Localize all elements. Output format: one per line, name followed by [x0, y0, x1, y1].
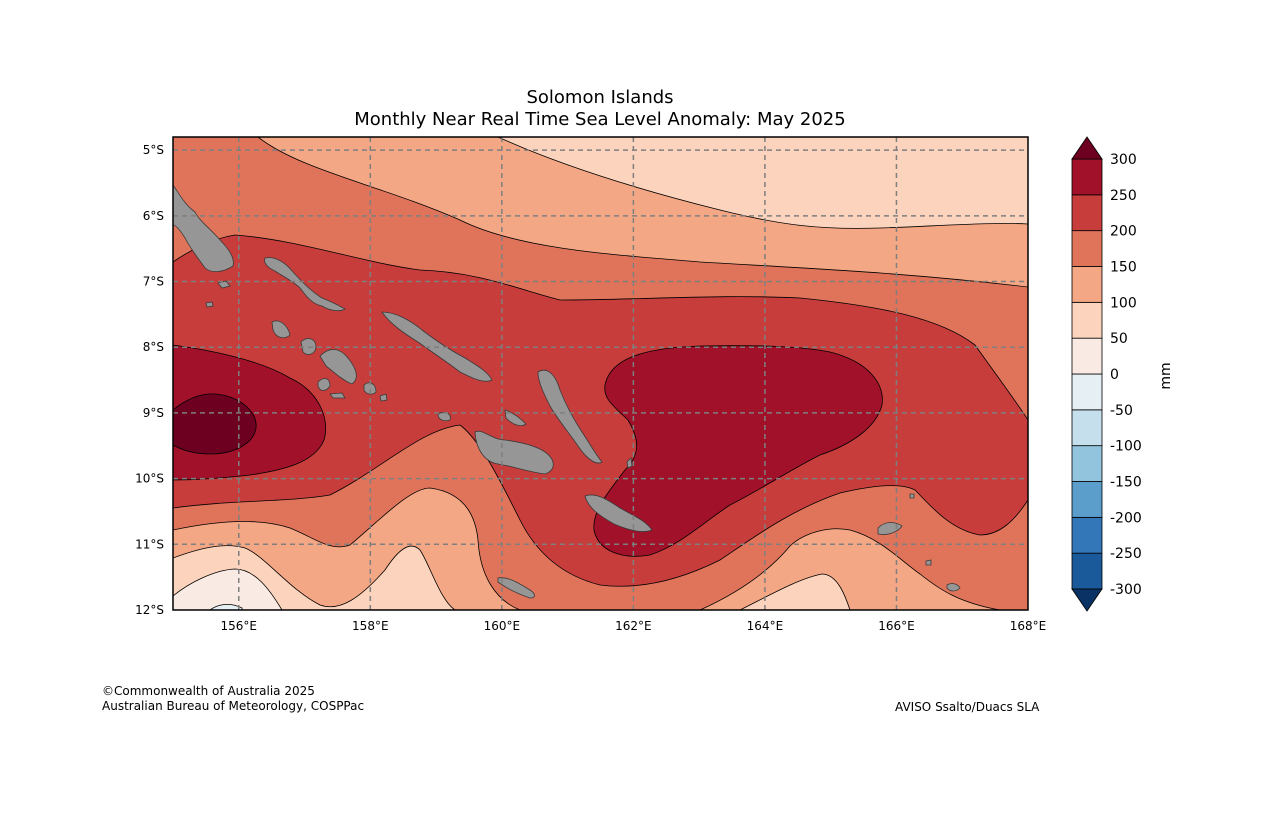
colorbar-tick-label: 150	[1110, 260, 1137, 276]
ulawa-island	[626, 457, 633, 469]
lon-tick-label: 164°E	[747, 619, 784, 633]
colorbar-swatch	[1071, 481, 1103, 518]
kolombangara-island	[300, 338, 317, 355]
colorbar-swatch	[1071, 194, 1103, 232]
new-georgia-island	[319, 349, 357, 385]
graticule	[173, 137, 1028, 610]
colorbar-tick-label: -100	[1110, 439, 1142, 455]
colorbar-tick-label: 50	[1110, 331, 1128, 347]
choiseul-island	[264, 257, 346, 312]
lon-tick-label: 162°E	[615, 619, 652, 633]
small-malaita-island	[504, 409, 527, 426]
colorbar-tick-label: 0	[1110, 367, 1119, 383]
colorbar-swatch	[1071, 516, 1103, 554]
lon-tick-label: 160°E	[484, 619, 521, 633]
map-title: Solomon Islands	[526, 87, 674, 108]
colorbar-swatch	[1071, 301, 1103, 339]
colorbar-under-triangle	[1071, 588, 1103, 612]
colorbar-swatch	[1071, 337, 1103, 375]
colorbar-swatch	[1071, 266, 1103, 303]
lat-tick-label: 6°S	[143, 209, 164, 223]
rennell-island	[497, 577, 535, 599]
agency-text: Australian Bureau of Meteorology, COSPPa…	[102, 699, 365, 713]
land-masses	[173, 184, 961, 599]
utupua-island	[925, 559, 932, 566]
lon-tick-label: 168°E	[1010, 619, 1047, 633]
colorbar-tick-label: -250	[1110, 546, 1142, 562]
guadalcanal-island	[474, 430, 554, 475]
data-source-text: AVISO Ssalto/Duacs SLA	[895, 700, 1040, 714]
malaita-island	[537, 369, 603, 464]
lat-tick-label: 10°S	[135, 472, 164, 486]
vella-lavella-island	[271, 320, 291, 339]
vanikoro-island	[946, 583, 961, 592]
colorbar-tick-label: 200	[1110, 224, 1137, 240]
lat-tick-label: 7°S	[143, 275, 164, 289]
tetepare-island	[329, 392, 346, 399]
band-150-200	[173, 234, 1028, 587]
colorbar-unit-label: mm	[1158, 362, 1174, 389]
savo-island	[379, 393, 388, 402]
lon-tick-label: 166°E	[878, 619, 915, 633]
lon-tick-label: 158°E	[352, 619, 389, 633]
colorbar-swatch	[1071, 158, 1103, 196]
shortland-island	[205, 301, 214, 308]
colorbar-over-triangle	[1071, 136, 1103, 160]
band-200-250-east	[593, 345, 883, 557]
copyright-text: ©Commonwealth of Australia 2025	[102, 684, 315, 698]
colorbar-tick-label: -200	[1110, 510, 1142, 526]
colorbar-tick-label: 300	[1110, 152, 1137, 168]
colorbar-swatch	[1071, 552, 1103, 590]
contour-field	[173, 137, 1028, 610]
colorbar-swatch	[1071, 373, 1103, 411]
russell-islands	[363, 382, 377, 395]
colorbar-tick-label: -300	[1110, 582, 1142, 598]
band-0-50-north	[497, 137, 1028, 229]
map-subtitle: Monthly Near Real Time Sea Level Anomaly…	[354, 109, 846, 130]
colorbar-tick-label: 250	[1110, 188, 1137, 204]
band-250-300-core	[173, 393, 257, 455]
lat-tick-label: 11°S	[135, 537, 164, 551]
lat-tick-label: 9°S	[143, 406, 164, 420]
colorbar-swatch	[1071, 409, 1103, 447]
colorbar-swatch	[1071, 230, 1103, 267]
colorbar-tick-label: -150	[1110, 475, 1142, 491]
colorbar: -300 -250 -200 -150 -100 -50 0 50 100 150 200 250 30…	[1071, 136, 1142, 612]
duff-islands	[909, 493, 915, 499]
lat-tick-label: 12°S	[135, 603, 164, 617]
makira-island	[584, 494, 653, 532]
band-minus100-minus50	[209, 604, 243, 610]
bougainville-island	[173, 184, 234, 272]
lon-tick-label: 156°E	[221, 619, 258, 633]
colorbar-swatch	[1071, 445, 1103, 482]
lat-tick-label: 8°S	[143, 340, 164, 354]
lat-tick-label: 5°S	[143, 143, 164, 157]
buka-island	[217, 280, 231, 289]
rendova-island	[317, 378, 331, 391]
colorbar-tick-label: -50	[1110, 403, 1133, 419]
colorbar-tick-label: 100	[1110, 295, 1137, 311]
band-minus50-0	[173, 568, 283, 610]
map-frame	[172, 136, 1029, 611]
axis-labels: 156°E 158°E 160°E 162°E 164°E 166°E 168°E 5°S 6°…	[135, 143, 1046, 633]
